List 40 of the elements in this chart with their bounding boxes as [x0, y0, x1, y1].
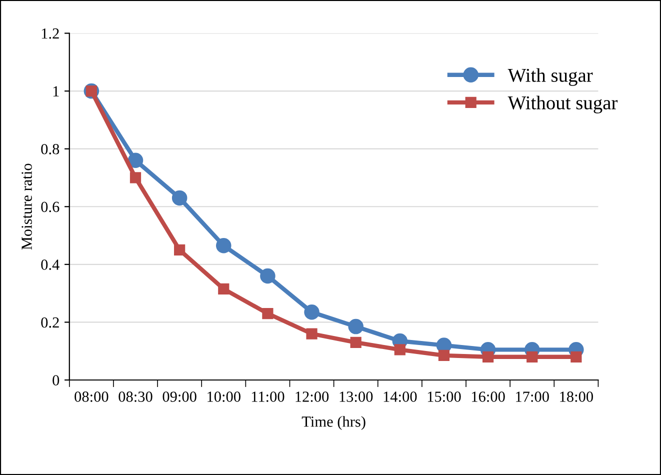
- x-tick-label: 08:30: [118, 392, 152, 402]
- x-tick-label: 14:00: [384, 392, 417, 402]
- x-tick-label: 18:00: [560, 392, 593, 402]
- y-tick-label: 0.2: [41, 317, 59, 328]
- point: [306, 328, 318, 340]
- point: [304, 304, 320, 320]
- x-tick-label: 17:00: [516, 392, 549, 402]
- x-tick-label: 15:00: [428, 392, 461, 402]
- point: [350, 336, 362, 348]
- point: [130, 172, 142, 184]
- point: [128, 152, 144, 168]
- point: [348, 318, 364, 334]
- x-tick-label: 08:00: [74, 392, 108, 402]
- x-tick-label: 11:00: [252, 392, 284, 402]
- x-tick-label: 09:00: [162, 392, 196, 402]
- x-tick-label: 10:00: [208, 392, 240, 402]
- x-axis-title: Time (hrs): [302, 416, 366, 430]
- legend-label: Without sugar: [508, 96, 618, 114]
- y-tick-label: 0.4: [41, 260, 60, 270]
- point: [394, 344, 406, 356]
- y-tick-label: 0.8: [41, 144, 60, 154]
- y-tick-label: 1: [53, 86, 59, 96]
- x-tick-label: 16:00: [472, 392, 505, 402]
- point: [262, 308, 274, 320]
- point: [172, 190, 188, 206]
- point: [526, 351, 538, 362]
- point: [174, 244, 186, 256]
- point: [216, 238, 232, 254]
- legend-label: With sugar: [508, 68, 593, 86]
- y-tick-label: 0: [52, 375, 60, 386]
- x-tick-label: 13:00: [340, 392, 373, 402]
- point: [438, 350, 450, 361]
- point: [570, 351, 582, 362]
- y-tick-label: 1.2: [42, 28, 59, 39]
- x-tick-label: 12:00: [296, 392, 329, 402]
- y-tick-label: 0.6: [41, 202, 60, 212]
- y-axis-title: Moisture ratio: [22, 164, 32, 250]
- point: [482, 351, 494, 362]
- point: [218, 283, 230, 295]
- point: [260, 268, 276, 284]
